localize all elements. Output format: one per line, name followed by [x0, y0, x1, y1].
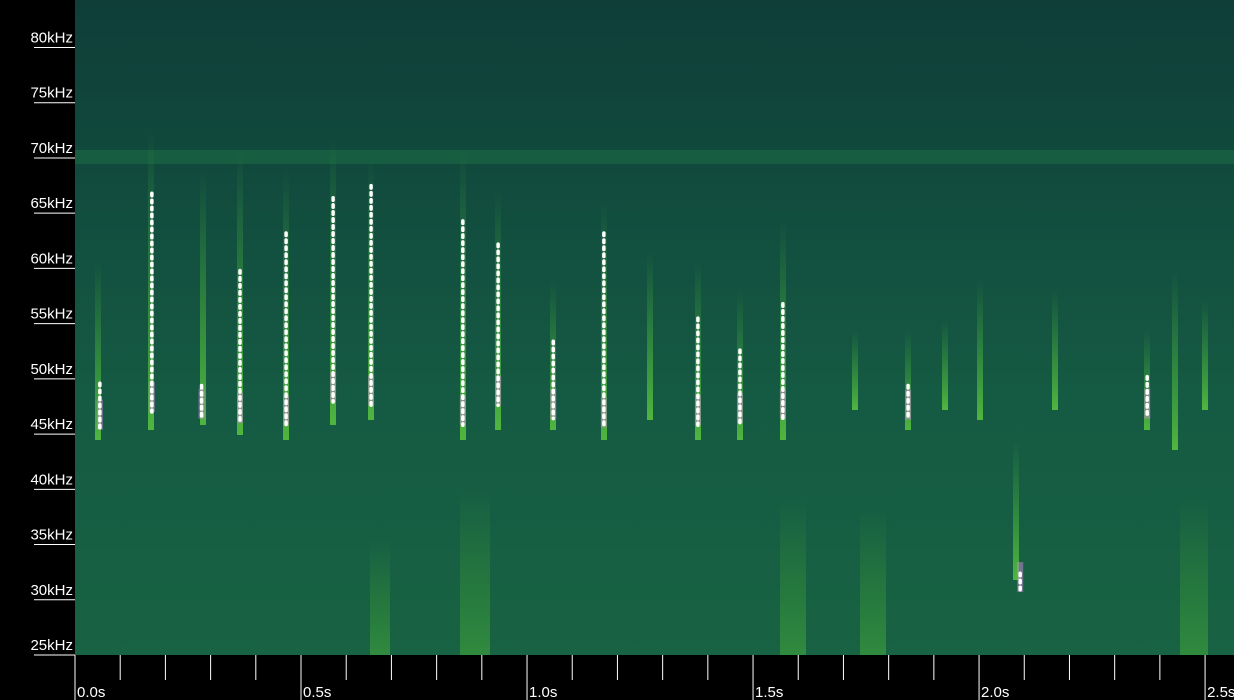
- echo-streak: [977, 280, 983, 420]
- y-tick-label: 45kHz: [30, 416, 73, 433]
- echo-streak: [1013, 440, 1019, 580]
- x-tick-label: 2.0s: [981, 684, 1009, 700]
- y-tick-label: 60kHz: [30, 250, 73, 267]
- noise-band: [75, 150, 1234, 164]
- y-tick-label: 35kHz: [30, 527, 73, 544]
- echo-streak: [852, 330, 858, 410]
- y-tick-label: 50kHz: [30, 361, 73, 378]
- call-detections: [96, 183, 1151, 594]
- y-tick-label: 55kHz: [30, 306, 73, 323]
- x-tick-label: 1.0s: [529, 684, 557, 700]
- echo-streak: [780, 220, 786, 440]
- y-tick-label: 30kHz: [30, 582, 73, 599]
- echo-streak: [905, 330, 911, 430]
- call-glow: [600, 397, 607, 428]
- echo-streak: [95, 260, 101, 440]
- x-tick-label: 2.5s: [1207, 684, 1234, 700]
- spectrogram-background: [75, 0, 1234, 655]
- echo-streak: [200, 170, 206, 425]
- y-tick-label: 70kHz: [30, 140, 73, 157]
- echo-streak: [1052, 290, 1058, 410]
- y-tick-label: 25kHz: [30, 637, 73, 654]
- x-tick-label: 0.5s: [303, 684, 331, 700]
- echo-streak: [942, 320, 948, 410]
- y-tick-label: 80kHz: [30, 29, 73, 46]
- noise-glow: [370, 490, 1208, 655]
- y-axis-panel: [0, 0, 75, 700]
- echo-streak: [1172, 270, 1178, 450]
- echo-streak: [647, 250, 653, 420]
- x-tick-label: 1.5s: [755, 684, 783, 700]
- echo-streak: [1202, 300, 1208, 410]
- y-tick-label: 75kHz: [30, 85, 73, 102]
- call-glow: [236, 393, 243, 424]
- y-tick-label: 40kHz: [30, 471, 73, 488]
- y-tick-label: 65kHz: [30, 195, 73, 212]
- call-glow: [905, 389, 912, 420]
- x-tick-label: 0.0s: [77, 684, 105, 700]
